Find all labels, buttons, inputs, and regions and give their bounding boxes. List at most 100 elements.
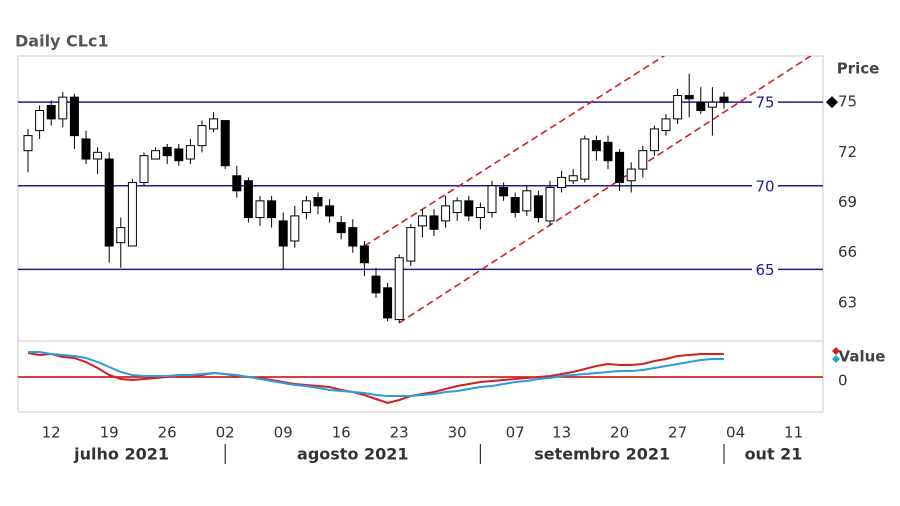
- legend-icon: [832, 355, 840, 363]
- candle-body: [23, 135, 33, 152]
- x-tick-label: 09: [274, 424, 293, 442]
- candle-body: [81, 138, 91, 160]
- y-axis-label: Price: [837, 60, 880, 78]
- candle-body: [568, 175, 578, 182]
- x-tick-label: 27: [668, 424, 687, 442]
- candle-body: [139, 155, 149, 183]
- candle-body: [290, 215, 300, 242]
- candle-body: [35, 110, 45, 132]
- candle-body: [487, 185, 497, 214]
- candle-body: [267, 200, 277, 219]
- x-group-label: agosto 2021: [297, 445, 409, 464]
- candle-body: [429, 215, 439, 230]
- price-panel: 75 70 65: [18, 56, 823, 324]
- level-label-bg: [752, 93, 778, 112]
- x-group-label: out 21: [745, 445, 803, 464]
- level-label: 65: [755, 261, 774, 279]
- x-group-label: setembro 2021: [534, 445, 670, 464]
- y-tick-label: 69: [838, 193, 857, 211]
- candle-body: [545, 186, 555, 222]
- level-label: 70: [755, 177, 774, 195]
- candle-body: [661, 118, 671, 132]
- candle-body: [452, 200, 462, 214]
- candle-body: [615, 151, 625, 183]
- x-tick-label: 20: [610, 424, 629, 442]
- level-label: 75: [755, 94, 774, 112]
- legend-icon: [832, 347, 840, 355]
- candle-body: [649, 128, 659, 152]
- candle-body: [278, 220, 288, 247]
- y-tick-label: 75: [838, 93, 857, 111]
- x-tick-label: 11: [784, 424, 803, 442]
- chart-title: Daily CLc1: [15, 32, 109, 51]
- indicator-line: [28, 351, 724, 397]
- x-group-label: julho 2021: [73, 445, 169, 464]
- candle-body: [255, 200, 265, 219]
- candle-body: [406, 227, 416, 262]
- candle-body: [673, 94, 683, 120]
- plot-frame: [17, 55, 824, 413]
- last-price-marker: [826, 96, 838, 109]
- x-tick-label: 26: [158, 424, 177, 442]
- candle-body: [475, 207, 485, 219]
- candle-body: [383, 287, 393, 319]
- candle-body: [591, 140, 601, 152]
- candle-body: [510, 197, 520, 214]
- x-tick-label: 19: [100, 424, 119, 442]
- y-tick-label: 63: [838, 293, 857, 311]
- candle-body: [232, 175, 242, 192]
- x-tick-label: 07: [506, 424, 525, 442]
- candle-body: [93, 151, 103, 160]
- candle-body: [116, 227, 126, 244]
- trendline: [398, 56, 813, 324]
- level-label-bg: [752, 176, 778, 195]
- x-tick-label: 02: [216, 424, 235, 442]
- candle-body: [209, 118, 219, 130]
- candle-body: [394, 257, 404, 321]
- candle-body: [441, 205, 451, 222]
- x-tick-label: 16: [332, 424, 351, 442]
- candle-body: [301, 200, 311, 214]
- candle-body: [151, 150, 161, 160]
- candle-body: [174, 148, 184, 162]
- candle-body: [58, 96, 68, 120]
- candle-body: [696, 101, 706, 112]
- candle-body: [464, 200, 474, 217]
- candle-body: [684, 94, 694, 100]
- candle-body: [336, 222, 346, 234]
- candle-body: [626, 168, 636, 182]
- level-label-bg: [752, 260, 778, 279]
- candle-body: [243, 180, 253, 219]
- x-tick-label: 30: [448, 424, 467, 442]
- candle-body: [127, 181, 137, 247]
- candle-body: [371, 275, 381, 294]
- candle-body: [417, 215, 427, 227]
- candle-body: [707, 101, 717, 108]
- x-tick-label: 04: [726, 424, 745, 442]
- candle-body: [533, 195, 543, 219]
- candle-body: [557, 176, 567, 188]
- candle-body: [104, 158, 114, 247]
- y-axis-label: Value: [839, 348, 886, 366]
- candle-body: [348, 227, 358, 247]
- candle-body: [499, 186, 509, 197]
- candle-body: [325, 205, 335, 217]
- x-tick-label: 12: [42, 424, 61, 442]
- candle-body: [580, 138, 590, 180]
- candle-body: [46, 105, 56, 120]
- candle-body: [522, 190, 532, 212]
- y-tick-label: 0: [838, 372, 848, 390]
- candle-body: [197, 125, 207, 147]
- candle-body: [220, 120, 230, 167]
- candle-body: [603, 141, 613, 162]
- indicator-line: [27, 352, 724, 405]
- y-tick-label: 66: [838, 243, 857, 261]
- x-tick-label: 23: [390, 424, 409, 442]
- candle-body: [359, 245, 369, 264]
- y-tick-label: 72: [838, 143, 857, 161]
- candle-body: [185, 145, 195, 160]
- candle-body: [313, 197, 323, 207]
- candle-body: [162, 146, 172, 157]
- candle-body: [69, 96, 79, 137]
- x-tick-label: 13: [552, 424, 571, 442]
